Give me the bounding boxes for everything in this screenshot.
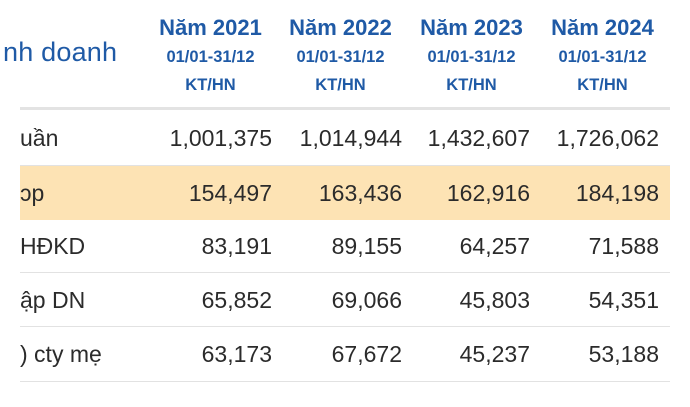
column-unit: KT/HN (185, 76, 236, 94)
row-value: 162,916 (446, 180, 530, 206)
header-divider (20, 107, 670, 110)
row-value: 163,436 (318, 180, 402, 206)
row-value: 71,588 (588, 233, 659, 259)
row-value: 64,257 (459, 233, 530, 259)
table-row-highlighted: ɔp 154,497 163,436 162,916 184,198 (20, 166, 670, 220)
row-value: 83,191 (201, 233, 272, 259)
column-period: 01/01-31/12 (296, 48, 385, 66)
row-value: 45,237 (459, 341, 530, 367)
column-year: Năm 2021 (159, 15, 262, 40)
column-period: 01/01-31/12 (427, 48, 516, 66)
row-value: 69,066 (331, 287, 402, 313)
row-value: 65,852 (201, 287, 272, 313)
column-header-2021: Năm 2021 01/01-31/12 KT/HN (148, 14, 273, 96)
column-header-2022: Năm 2022 01/01-31/12 KT/HN (278, 14, 403, 96)
row-value: 154,497 (188, 180, 272, 206)
row-divider (20, 272, 670, 273)
row-value: 1,726,062 (556, 125, 659, 151)
column-header-2024: Năm 2024 01/01-31/12 KT/HN (540, 14, 665, 96)
row-value: 89,155 (331, 233, 402, 259)
table-row: ) cty mẹ 63,173 67,672 45,237 53,188 (20, 327, 670, 381)
column-unit: KT/HN (315, 76, 366, 94)
table-header: nh doanh Năm 2021 01/01-31/12 KT/HN Năm … (0, 0, 690, 110)
row-divider (20, 381, 670, 382)
column-unit: KT/HN (577, 76, 628, 94)
table-row: ập DN 65,852 69,066 45,803 54,351 (20, 273, 670, 327)
column-period: 01/01-31/12 (558, 48, 647, 66)
column-unit: KT/HN (446, 76, 497, 94)
row-value: 63,173 (201, 341, 272, 367)
row-value: 67,672 (331, 341, 402, 367)
row-value: 45,803 (459, 287, 530, 313)
row-value: 53,188 (588, 341, 659, 367)
row-divider (20, 165, 670, 166)
column-year: Năm 2022 (289, 15, 392, 40)
column-period: 01/01-31/12 (166, 48, 255, 66)
row-divider (20, 326, 670, 327)
row-value: 54,351 (588, 287, 659, 313)
column-header-2023: Năm 2023 01/01-31/12 KT/HN (409, 14, 534, 96)
column-year: Năm 2024 (551, 15, 654, 40)
column-year: Năm 2023 (420, 15, 523, 40)
row-label: HĐKD (20, 233, 86, 259)
row-value: 184,198 (575, 180, 659, 206)
row-label: ) cty mẹ (20, 341, 102, 367)
table-row: uần 1,001,375 1,014,944 1,432,607 1,726,… (20, 111, 670, 165)
section-title: nh doanh (3, 37, 118, 67)
row-label: uần (20, 125, 59, 151)
row-value: 1,432,607 (427, 125, 530, 151)
row-value: 1,001,375 (169, 125, 272, 151)
row-label: ɔp (20, 180, 45, 206)
row-value: 1,014,944 (299, 125, 402, 151)
table-row: HĐKD 83,191 89,155 64,257 71,588 (20, 219, 670, 273)
row-label: ập DN (20, 287, 86, 313)
